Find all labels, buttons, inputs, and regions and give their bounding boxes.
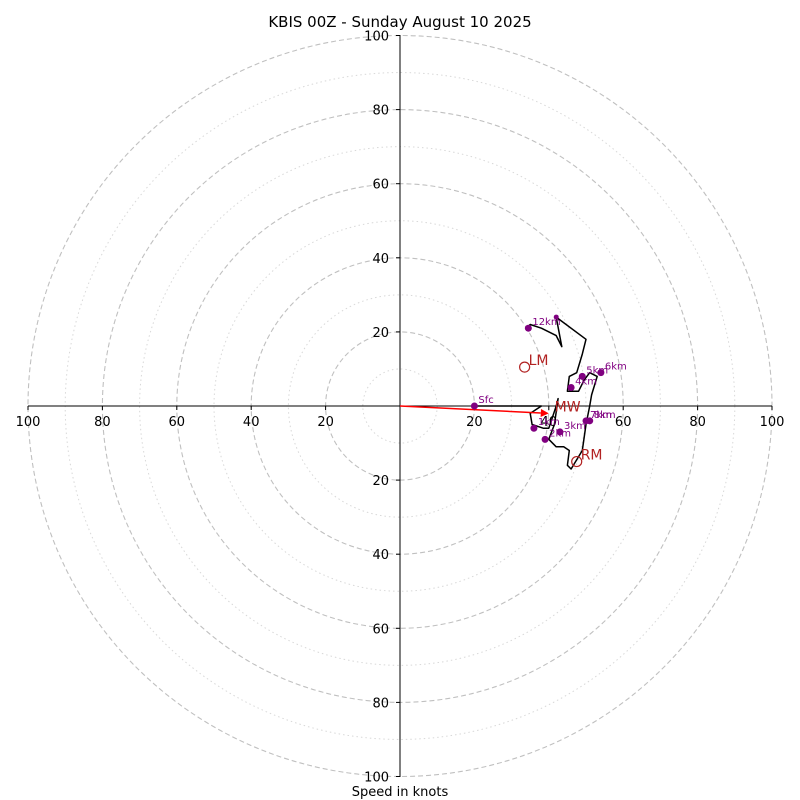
y-tick-label: 60 [372, 622, 389, 637]
height-point-label: 6km [605, 362, 627, 373]
x-tick-label: 100 [16, 415, 41, 430]
y-tick-label: 40 [372, 252, 389, 267]
y-tick-label: 100 [364, 30, 389, 45]
height-point [524, 324, 532, 332]
x-tick-label: 60 [169, 415, 186, 430]
storm-motion-marker [519, 361, 531, 373]
x-tick-label: 40 [243, 415, 260, 430]
storm-motion-label: RM [581, 448, 603, 464]
x-tick-label: 80 [94, 415, 111, 430]
storm-motion-label: MW [555, 399, 581, 415]
y-tick-label: 100 [364, 771, 389, 786]
wind-trace [474, 316, 598, 470]
storm-motion-marker [571, 455, 583, 468]
height-point [567, 383, 575, 391]
height-point-label: 4km [575, 376, 597, 387]
height-point-label: 5km [586, 365, 608, 376]
height-point [556, 428, 564, 436]
height-point-label: 3km [564, 421, 586, 432]
mean-wind-arrow-group [399, 405, 549, 418]
wind-trace-line [474, 316, 598, 470]
height-point [470, 402, 478, 410]
height-point-label: 12km [532, 317, 560, 328]
height-point-label: Sfc [478, 395, 493, 406]
height-point [541, 435, 549, 443]
height-point-label: 1km [538, 417, 560, 428]
height-point [530, 424, 538, 432]
x-tick-label: 80 [689, 415, 706, 430]
y-tick-label: 60 [372, 178, 389, 193]
x-tick-label: 100 [760, 415, 785, 430]
y-tick-label: 20 [372, 474, 389, 489]
height-point-label: 7km [590, 410, 612, 421]
mean-wind-arrow-head [540, 409, 549, 418]
x-tick-label: 20 [317, 415, 334, 430]
trace-point [553, 314, 559, 320]
x-tick-label: 60 [615, 415, 632, 430]
height-point [578, 372, 586, 380]
height-points: Sfc1km2km3km4km5km6km7km8km12km [470, 314, 627, 443]
x-axis-label: Speed in knots [352, 785, 449, 800]
height-point-label: 8km [594, 410, 616, 421]
y-tick-label: 20 [372, 326, 389, 341]
storm-motion-label: LM [529, 353, 549, 369]
y-tick-label: 80 [372, 696, 389, 711]
mean-wind-arrow-shaft [399, 405, 541, 414]
storm-motions: LM RM MW [519, 353, 603, 468]
x-tick-label: 20 [466, 415, 483, 430]
y-tick-label: 40 [372, 548, 389, 563]
height-point [586, 417, 594, 425]
height-point [597, 369, 605, 377]
tick-labels: 100 80 60 40 20 20 40 60 80 100100806040202040608… [16, 30, 785, 786]
chart-title: KBIS 00Z - Sunday August 10 2025 [268, 13, 531, 31]
y-tick-label: 80 [372, 104, 389, 119]
